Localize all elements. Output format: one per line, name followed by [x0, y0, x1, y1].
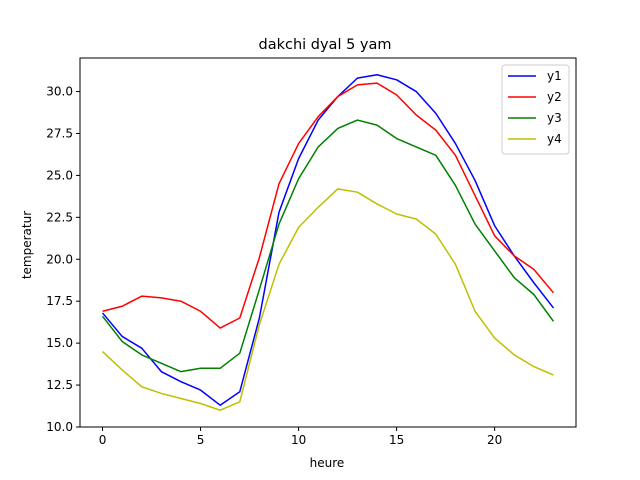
- legend: y1 y2 y3 y4: [501, 64, 570, 155]
- x-tick-label: 15: [389, 433, 404, 447]
- y-tick-label: 17.5: [46, 294, 73, 308]
- y-tick-label: 12.5: [46, 378, 73, 392]
- legend-label-y3: y3: [547, 111, 562, 125]
- legend-label-y1: y1: [547, 69, 562, 83]
- y-tick-label: 15.0: [46, 336, 73, 350]
- series-line-y4: [102, 188, 554, 411]
- y-axis: 10.0 12.5 15.0 17.5 20.0 22.5 25.0 27.5 30.0: [46, 85, 80, 434]
- y-axis-label: temperatur: [20, 211, 34, 279]
- y-tick-label: 25.0: [46, 168, 73, 182]
- y-tick-label: 20.0: [46, 252, 73, 266]
- x-tick-label: 10: [291, 433, 306, 447]
- series-line-y3: [101, 119, 555, 373]
- legend-label-y4: y4: [547, 132, 562, 146]
- series-line-y2: [102, 82, 555, 329]
- legend-label-y2: y2: [547, 90, 562, 104]
- y-tick-label: 27.5: [46, 126, 73, 140]
- x-axis: 0 5 10 15 20: [99, 427, 502, 447]
- plot-frame: [79, 57, 577, 428]
- chart-title: dakchi dyal 5 yam: [258, 37, 391, 53]
- legend-box: [501, 64, 570, 155]
- x-tick-label: 20: [487, 433, 502, 447]
- series-layer: [101, 74, 555, 411]
- y-tick-label: 22.5: [46, 210, 73, 224]
- x-tick-label: 0: [99, 433, 107, 447]
- series-line-y1: [101, 74, 555, 406]
- x-axis-label: heure: [310, 456, 345, 470]
- x-tick-label: 5: [197, 433, 205, 447]
- y-tick-label: 10.0: [46, 420, 73, 434]
- y-tick-label: 30.0: [46, 85, 73, 99]
